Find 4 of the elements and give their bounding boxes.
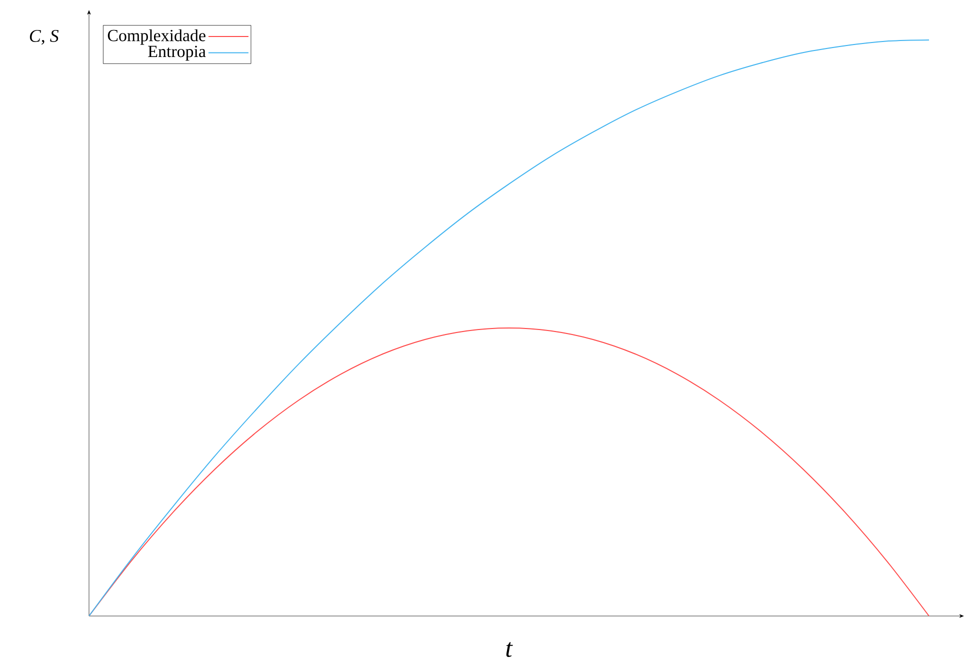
legend-label: Entropia: [148, 46, 206, 61]
legend-label: Complexidade: [108, 29, 206, 45]
x-axis-title: t: [506, 642, 513, 658]
y-axis-title: C, S: [30, 30, 59, 45]
